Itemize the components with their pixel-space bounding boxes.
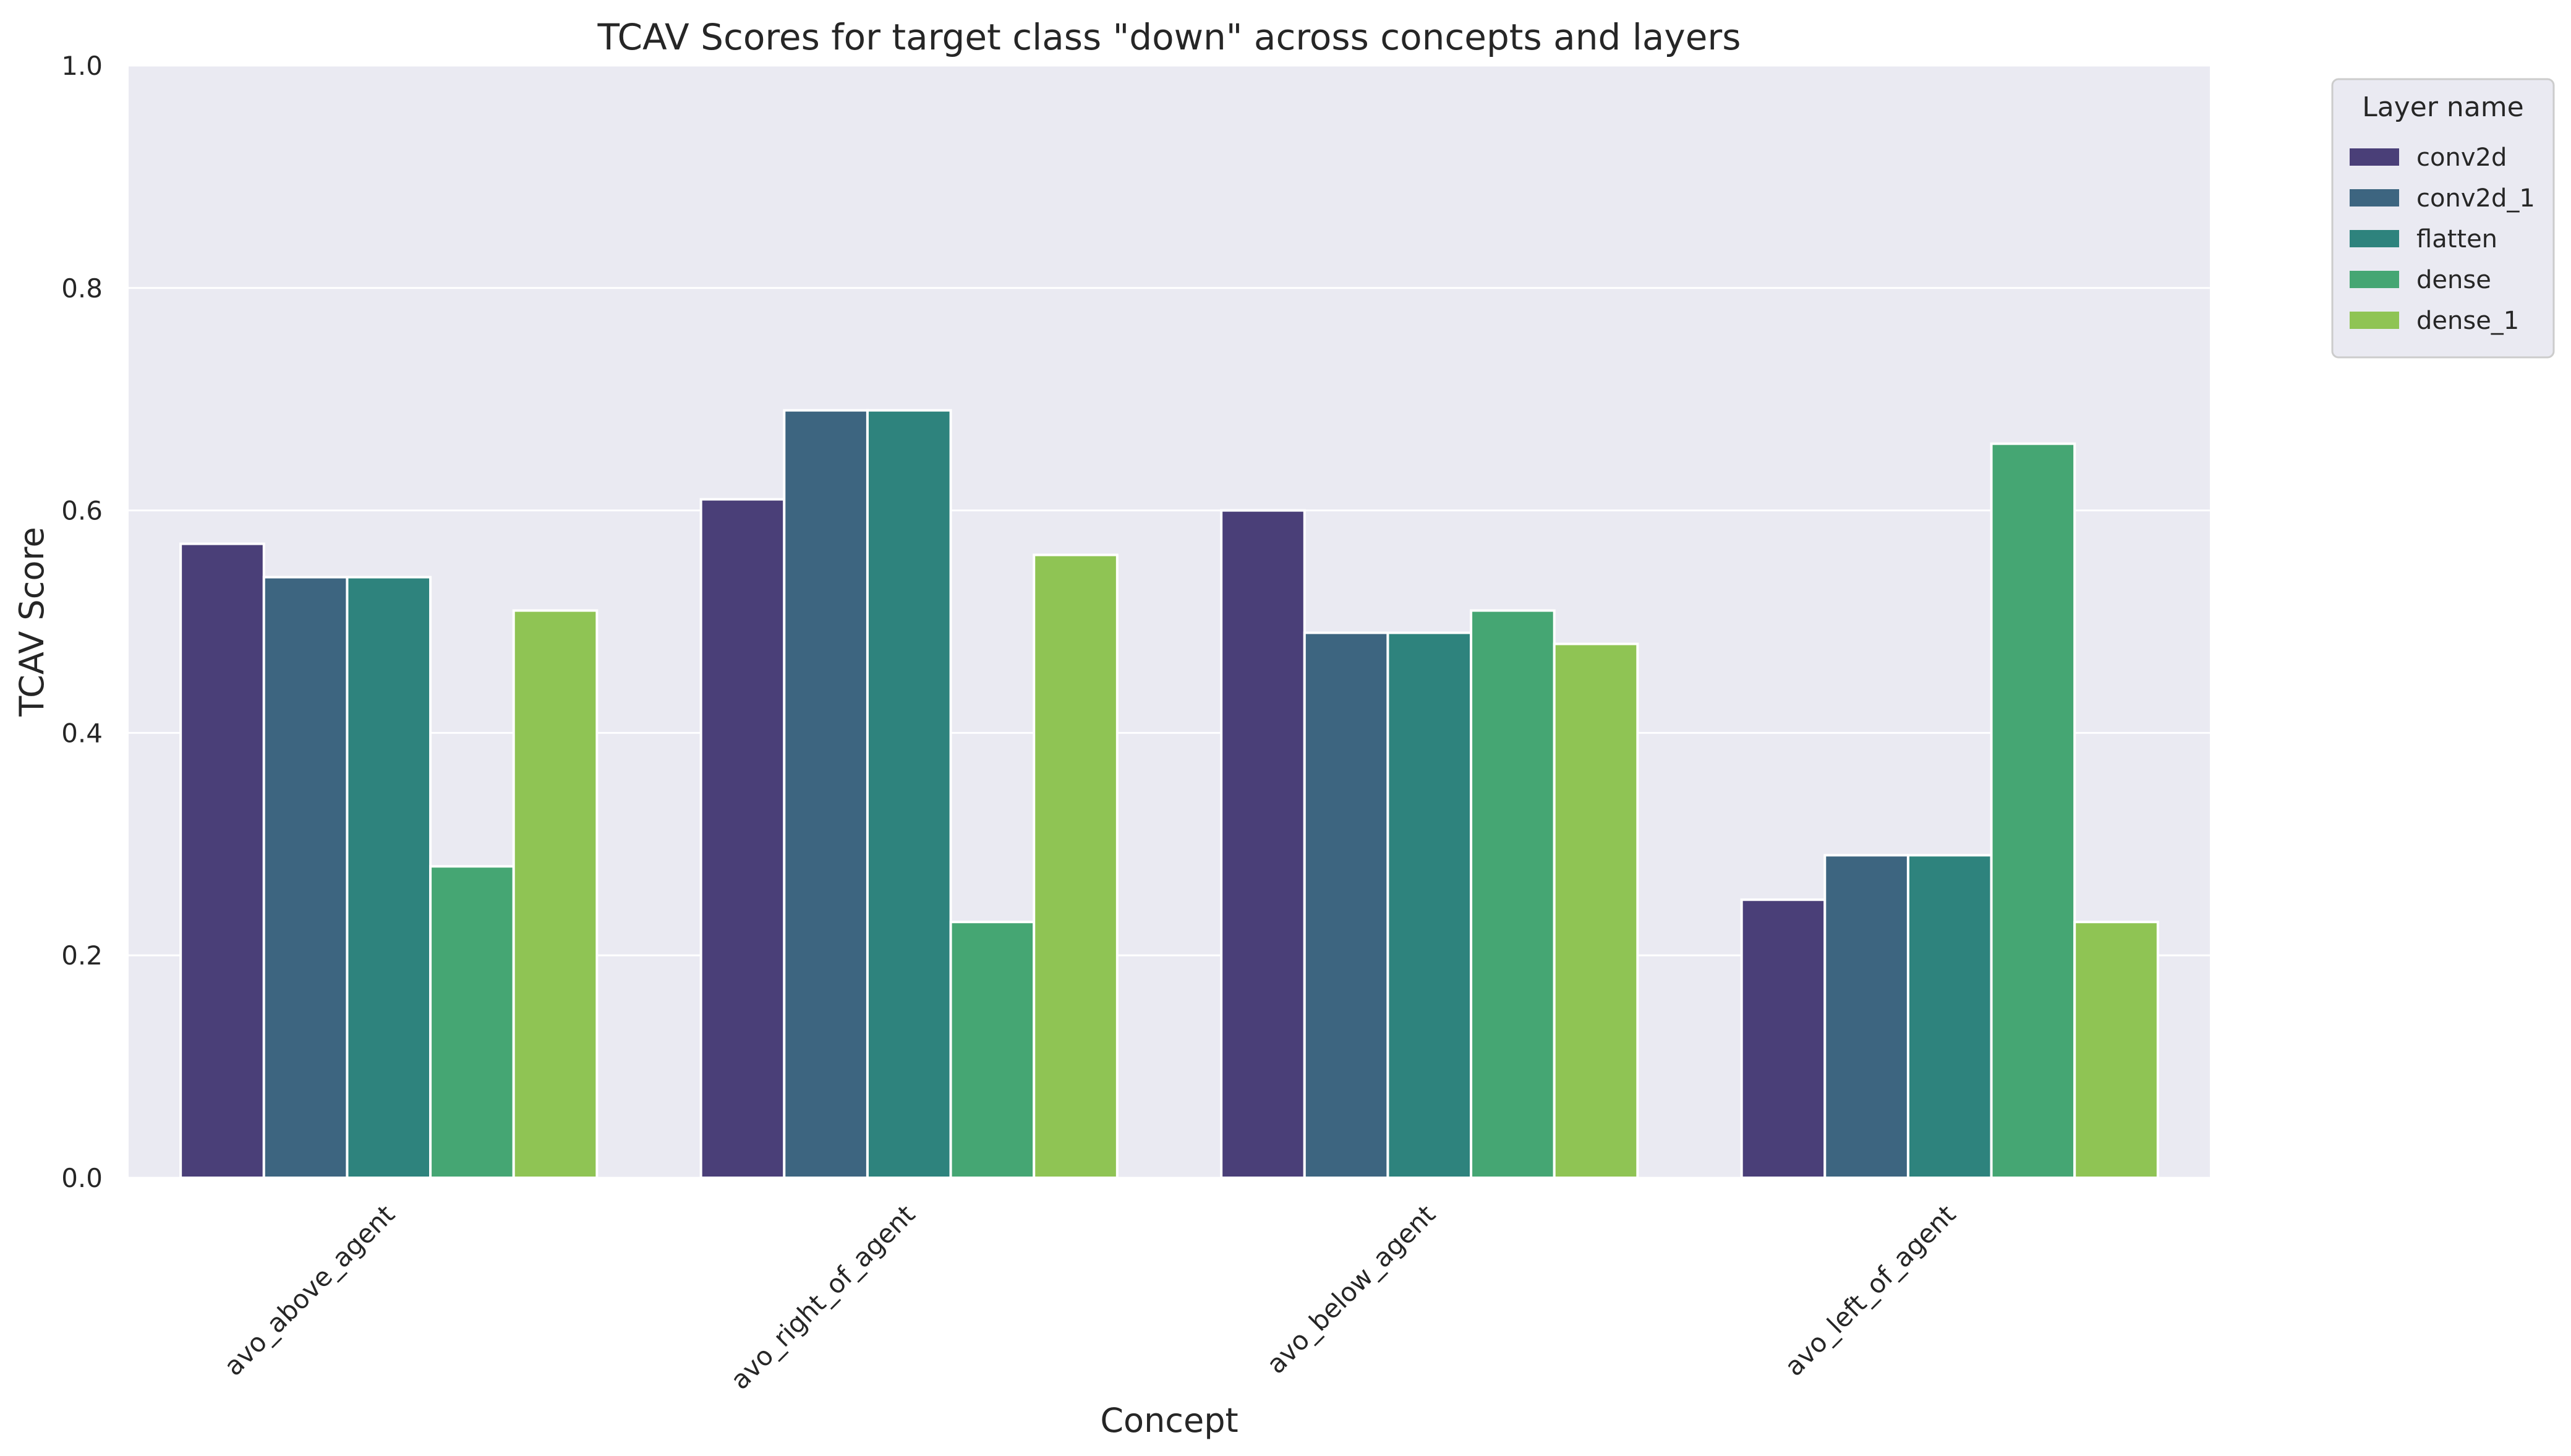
- x-axis-label: Concept: [1100, 1401, 1238, 1440]
- y-tick-label: 0.0: [61, 1163, 103, 1193]
- legend-label-dense_1: dense_1: [2416, 307, 2519, 335]
- y-tick-label: 1.0: [61, 51, 103, 81]
- bar-dense_1-avo_above_agent: [512, 609, 599, 1179]
- legend-swatch-flatten: [2350, 230, 2399, 247]
- bar-conv2d-avo_right_of_agent: [699, 498, 786, 1179]
- y-axis-ticks: 0.0 0.2 0.4 0.6 0.8 1.0: [61, 51, 103, 1193]
- bar-dense_1-avo_left_of_agent: [2073, 921, 2159, 1179]
- bar-flatten-avo_right_of_agent: [866, 409, 952, 1180]
- bar-flatten-avo_below_agent: [1386, 631, 1473, 1179]
- bar-conv2d-avo_above_agent: [179, 542, 265, 1180]
- x-axis-ticks: avo_above_agent avo_right_of_agent avo_bel…: [218, 1199, 1962, 1395]
- bar-dense-avo_below_agent: [1470, 609, 1556, 1179]
- y-tick-label: 0.2: [61, 940, 103, 971]
- bar-conv2d_1-avo_right_of_agent: [783, 409, 869, 1180]
- bar-flatten-avo_above_agent: [346, 576, 432, 1179]
- legend-label-flatten: flatten: [2416, 225, 2497, 253]
- bar-dense_1-avo_below_agent: [1553, 642, 1639, 1179]
- bar-dense_1-avo_right_of_agent: [1033, 553, 1119, 1179]
- bar-conv2d_1-avo_below_agent: [1303, 631, 1389, 1179]
- x-tick-label: avo_above_agent: [218, 1199, 401, 1381]
- bar-conv2d_1-avo_above_agent: [262, 576, 349, 1179]
- bars: [179, 409, 2159, 1180]
- bar-dense-avo_right_of_agent: [949, 921, 1036, 1179]
- legend-label-conv2d_1: conv2d_1: [2416, 184, 2535, 213]
- legend-swatch-conv2d: [2350, 148, 2399, 166]
- y-tick-label: 0.8: [61, 273, 103, 304]
- y-axis-label: TCAV Score: [12, 527, 51, 717]
- legend-label-conv2d: conv2d: [2416, 143, 2507, 172]
- bar-conv2d-avo_left_of_agent: [1740, 898, 1827, 1179]
- y-tick-label: 0.6: [61, 496, 103, 526]
- x-tick-label: avo_below_agent: [1261, 1199, 1441, 1379]
- x-tick-label: avo_left_of_agent: [1779, 1199, 1962, 1382]
- legend-label-dense: dense: [2416, 266, 2491, 294]
- bar-dense-avo_left_of_agent: [1990, 442, 2076, 1179]
- chart-title: TCAV Scores for target class "down" acro…: [597, 16, 1741, 58]
- legend-swatch-dense: [2350, 271, 2399, 288]
- bar-conv2d_1-avo_left_of_agent: [1823, 854, 1909, 1180]
- x-tick-label: avo_right_of_agent: [725, 1199, 921, 1395]
- legend-swatch-conv2d_1: [2350, 189, 2399, 206]
- bar-flatten-avo_left_of_agent: [1906, 854, 1993, 1180]
- bar-conv2d-avo_below_agent: [1220, 509, 1306, 1179]
- legend-title: Layer name: [2362, 92, 2523, 123]
- bar-dense-avo_above_agent: [429, 865, 515, 1180]
- y-tick-label: 0.4: [61, 718, 103, 748]
- legend-swatch-dense_1: [2350, 312, 2399, 329]
